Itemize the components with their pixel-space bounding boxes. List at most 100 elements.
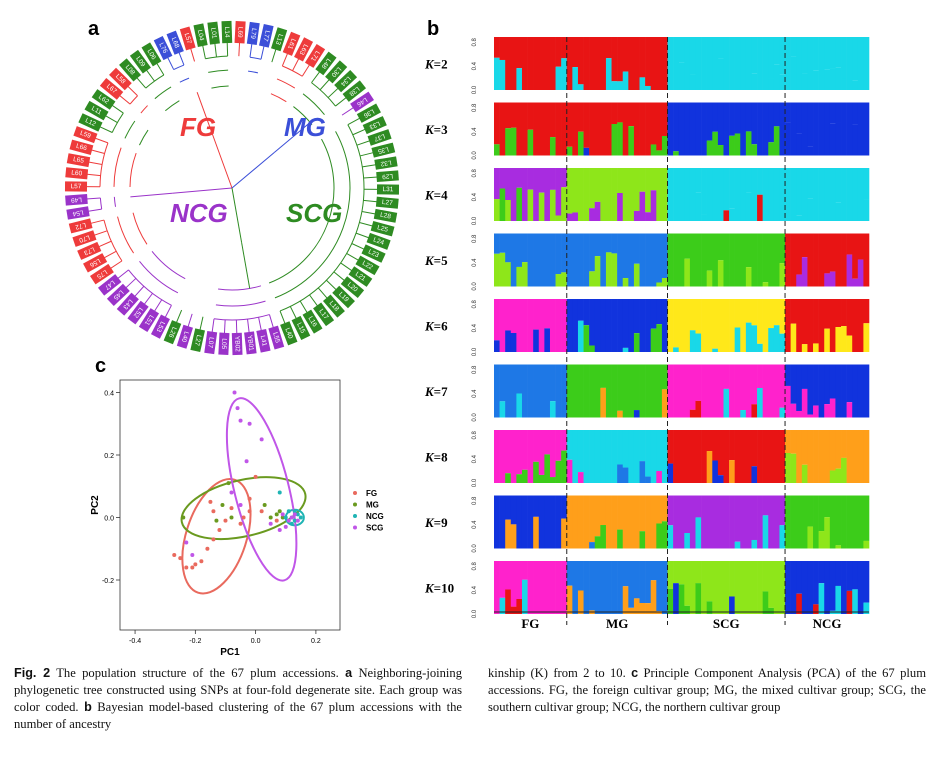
structure-bar — [689, 168, 696, 221]
pca-ticks: -0.4 -0.2 0.0 0.2 0.4 0.2 0.0 -0.2 — [102, 391, 321, 646]
structure-bar — [751, 233, 758, 287]
structure-k-label: K=2 — [424, 57, 448, 72]
structure-bar — [785, 102, 791, 123]
pca-point — [172, 553, 177, 557]
structure-bar — [801, 430, 808, 465]
structure-bar — [494, 102, 500, 145]
structure-bar — [779, 430, 786, 483]
structure-y-tick: 0.0 — [472, 216, 478, 225]
structure-bar — [796, 233, 803, 275]
structure-bar — [824, 37, 831, 70]
structure-bar — [863, 602, 870, 614]
structure-bar — [813, 102, 819, 156]
structure-bar — [510, 233, 517, 287]
structure-bar — [645, 476, 652, 483]
tree-label-mg: MG — [284, 112, 326, 142]
structure-bar — [622, 561, 629, 587]
structure-k-label: K=5 — [424, 253, 448, 268]
structure-row: K=10 0.0 0.4 0.8 — [424, 561, 870, 618]
structure-bar — [521, 262, 528, 287]
structure-bar — [717, 260, 724, 287]
structure-k-label: K=7 — [424, 384, 448, 399]
tree-clade-arc — [128, 269, 172, 306]
tree-leaf-box — [166, 30, 184, 55]
structure-bar — [572, 561, 579, 614]
structure-bar — [852, 37, 859, 81]
structure-bar — [667, 463, 674, 483]
structure-y-tick: 0.4 — [472, 585, 478, 594]
structure-bar — [600, 525, 607, 549]
pca-plot: -0.4 -0.2 0.0 0.2 0.4 0.2 0.0 -0.2 PC1 PC2 FG MG… — [90, 379, 384, 658]
structure-bar — [745, 102, 752, 132]
structure-bar — [796, 364, 803, 411]
pca-point — [268, 515, 273, 520]
structure-y-tick: 0.4 — [472, 454, 478, 463]
tree-leaf-box — [332, 285, 355, 309]
structure-bar — [846, 299, 853, 336]
pca-plot-frame — [119, 379, 341, 631]
structure-bar — [689, 74, 696, 90]
tree-leaf: L35 — [371, 142, 396, 158]
tree-leaf-box — [99, 78, 124, 100]
structure-bar — [549, 401, 556, 418]
structure-bar — [785, 385, 791, 418]
tree-leaf-label: L54 — [72, 208, 84, 217]
tree-leaf: L01 — [207, 21, 220, 45]
structure-bar — [678, 430, 685, 483]
structure-bar — [673, 364, 680, 418]
structure-bar — [645, 364, 652, 418]
structure-bar — [505, 262, 512, 287]
pca-point — [262, 503, 267, 507]
tree-leaf-box — [362, 116, 387, 135]
pca-ellipse — [180, 476, 307, 541]
pca-legend-marker — [353, 502, 357, 507]
structure-bar — [544, 430, 551, 455]
structure-bar — [505, 168, 512, 201]
structure-bar — [745, 364, 752, 418]
structure-k-label: K=9 — [424, 515, 448, 530]
pca-x-tick-label: 0.2 — [311, 638, 321, 645]
tree-leaf: L57 — [64, 181, 88, 192]
tree-leaf: L54 — [66, 206, 90, 220]
structure-bar — [762, 168, 769, 221]
structure-bar — [505, 519, 512, 549]
structure-bar — [499, 401, 506, 418]
tree-clade-arc — [111, 112, 124, 133]
structure-bar — [527, 189, 534, 221]
tree-leaf-label: L29 — [381, 172, 393, 180]
structure-bar — [549, 189, 556, 221]
structure-bar — [622, 364, 629, 418]
structure-bar — [617, 122, 624, 156]
structure-bar — [589, 208, 596, 221]
structure-bar — [829, 299, 836, 352]
tree-clade-arc — [270, 93, 287, 103]
tree-leaf-label: L55 — [271, 331, 281, 344]
structure-bar — [538, 561, 545, 614]
structure-bar — [533, 495, 540, 517]
structure-bar — [801, 299, 808, 345]
tree-leaf-label: L12 — [84, 117, 97, 128]
structure-bar — [857, 299, 864, 352]
structure-y-tick: 0.8 — [472, 168, 478, 177]
structure-bar — [661, 135, 668, 156]
tree-clade-arc — [274, 131, 351, 299]
structure-y-tick: 0.0 — [472, 413, 478, 422]
structure-bar — [549, 233, 556, 287]
structure-bar — [661, 278, 668, 287]
structure-bar — [516, 168, 523, 188]
structure-bar — [533, 329, 540, 352]
structure-bar — [661, 233, 668, 279]
structure-bar — [499, 233, 506, 253]
tree-leaf-box — [244, 331, 257, 355]
structure-y-tick: 0.8 — [472, 430, 478, 439]
tree-leaf-box — [97, 274, 122, 296]
structure-bar — [516, 37, 523, 69]
structure-bar — [734, 541, 741, 549]
structure-group-label: SCG — [713, 616, 740, 631]
structure-bar — [689, 430, 696, 483]
caption-right: kinship (K) from 2 to 10. c Principle Co… — [488, 665, 926, 716]
tree-leaf-box — [204, 330, 218, 355]
structure-bar — [611, 253, 618, 287]
structure-bar — [852, 364, 859, 418]
tree-leaf-box — [116, 292, 139, 316]
